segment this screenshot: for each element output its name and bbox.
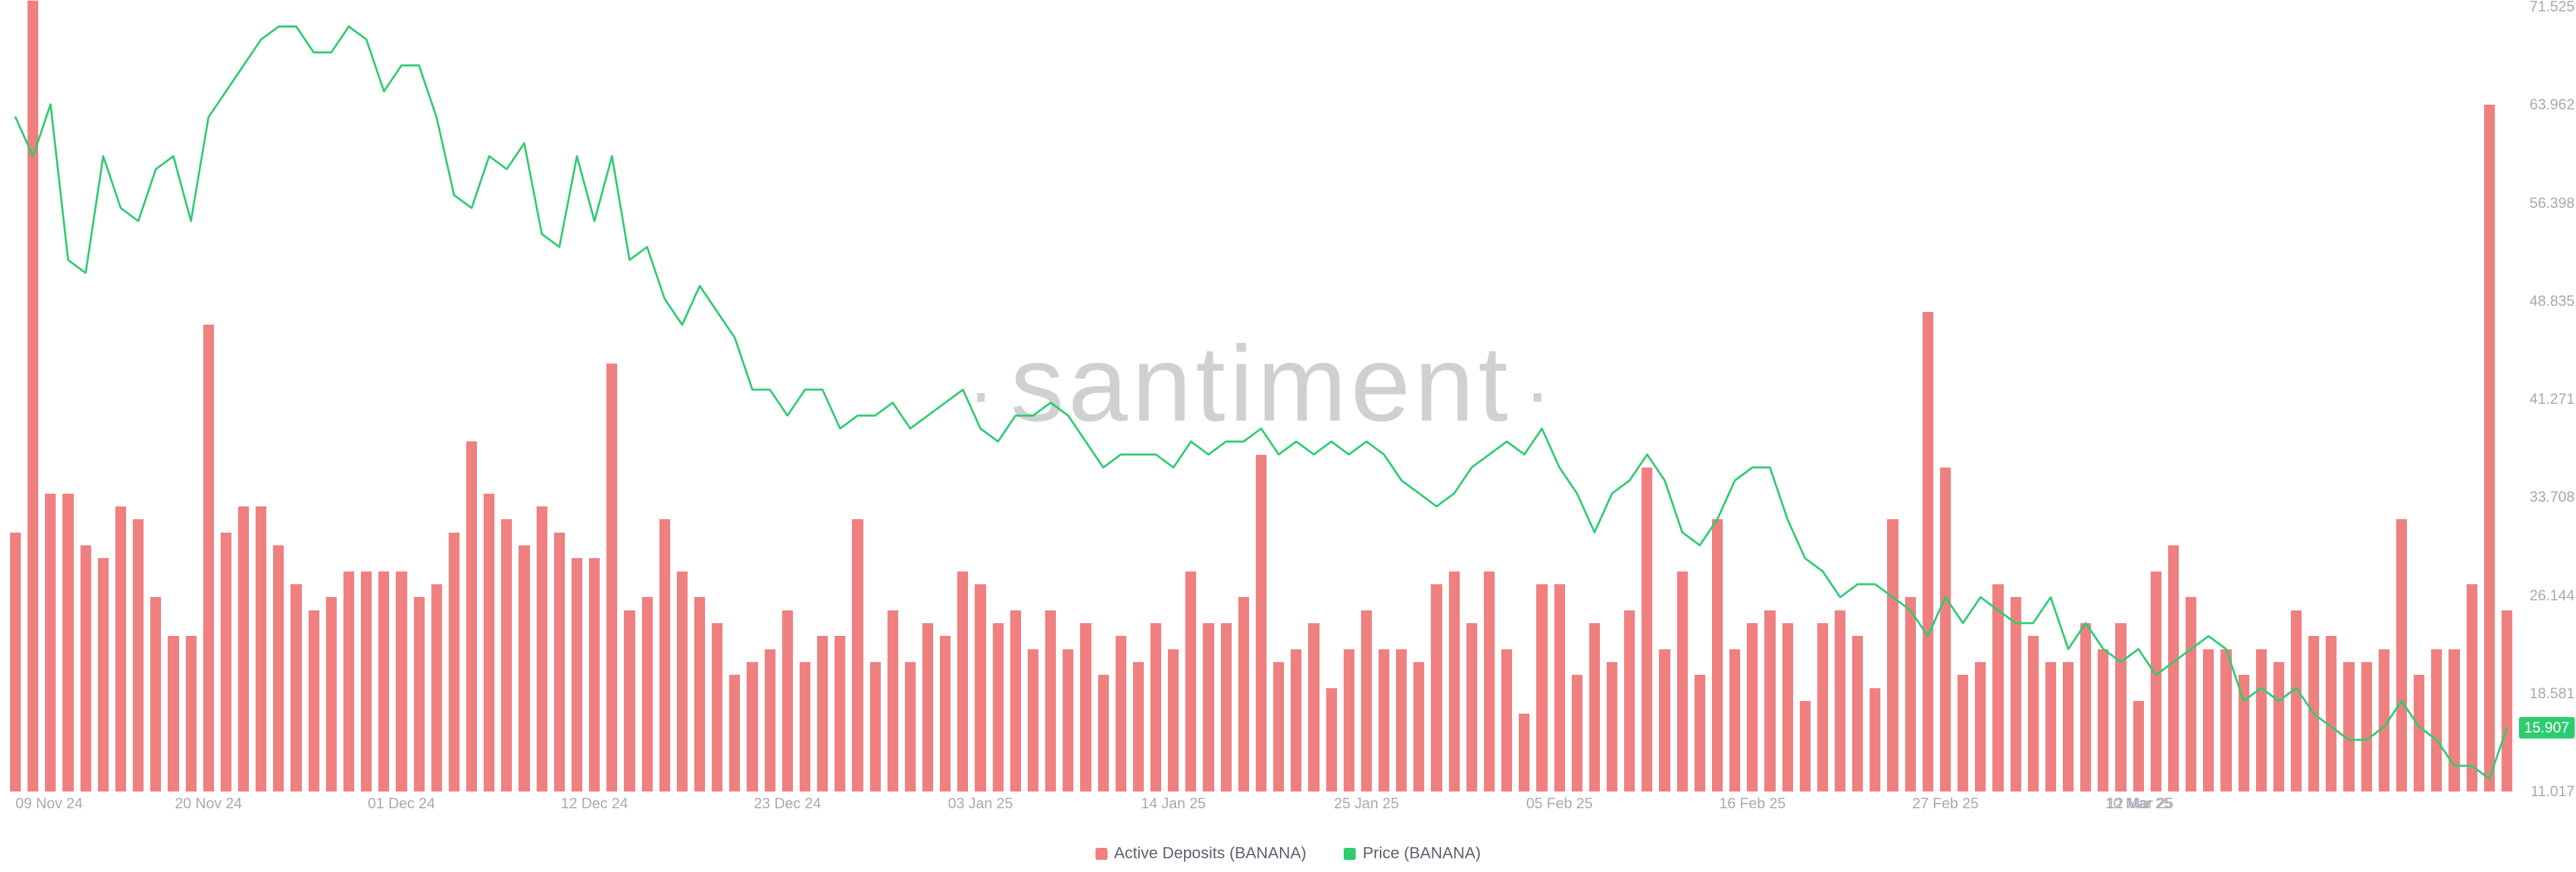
x-tick-label: 27 Feb 25 xyxy=(1912,795,1978,812)
legend-swatch xyxy=(1344,848,1356,860)
y-tick-label: 56.398 xyxy=(2522,195,2575,212)
line-series xyxy=(7,7,2516,792)
x-tick-label: 03 Jan 25 xyxy=(948,795,1013,812)
x-tick-label: 14 Jan 25 xyxy=(1141,795,1206,812)
plot-area: ·santiment· xyxy=(7,7,2516,792)
x-tick-label: 16 Feb 25 xyxy=(1719,795,1786,812)
y-tick-label: 71.525 xyxy=(2522,0,2575,15)
y-tick-label: 11.017 xyxy=(2522,783,2575,800)
y-tick-label: 48.835 xyxy=(2522,292,2575,310)
y-tick-label: 26.144 xyxy=(2522,587,2575,604)
legend-swatch xyxy=(1095,848,1108,860)
x-tick-label: 20 Nov 24 xyxy=(175,795,242,812)
price-badge: 15.907 xyxy=(2519,717,2575,739)
legend-label: Active Deposits (BANANA) xyxy=(1114,844,1307,863)
x-tick-label: 05 Feb 25 xyxy=(1526,795,1593,812)
x-tick-label: 12 Dec 24 xyxy=(561,795,628,812)
y-tick-label: 63.962 xyxy=(2522,96,2575,113)
x-tick-label: 12 Mar 25 xyxy=(2107,795,2174,812)
legend-label: Price (BANANA) xyxy=(1362,844,1481,863)
y-tick-label: 18.581 xyxy=(2522,685,2575,702)
x-tick-label: 25 Jan 25 xyxy=(1334,795,1399,812)
x-tick-label: 23 Dec 24 xyxy=(754,795,821,812)
y-axis-right: 71.52563.96256.39848.83541.27133.70826.1… xyxy=(2522,7,2575,792)
legend-item: Price (BANANA) xyxy=(1344,844,1481,863)
chart-container: ·santiment· 71.525 63.962 56.398 48.835 41.2… xyxy=(0,0,2576,872)
legend: Active Deposits (BANANA) Price (BANANA) xyxy=(0,844,2576,863)
y-tick-label: 41.271 xyxy=(2522,390,2575,408)
legend-item: Active Deposits (BANANA) xyxy=(1095,844,1307,863)
x-axis: 09 Nov 24 20 Nov 24 01 Dec 24 12 Dec 24 23 D… xyxy=(7,795,2516,815)
x-tick-label: 01 Dec 24 xyxy=(368,795,435,812)
x-tick-label: 09 Nov 24 xyxy=(15,795,83,812)
y-tick-label: 33.708 xyxy=(2522,488,2575,506)
